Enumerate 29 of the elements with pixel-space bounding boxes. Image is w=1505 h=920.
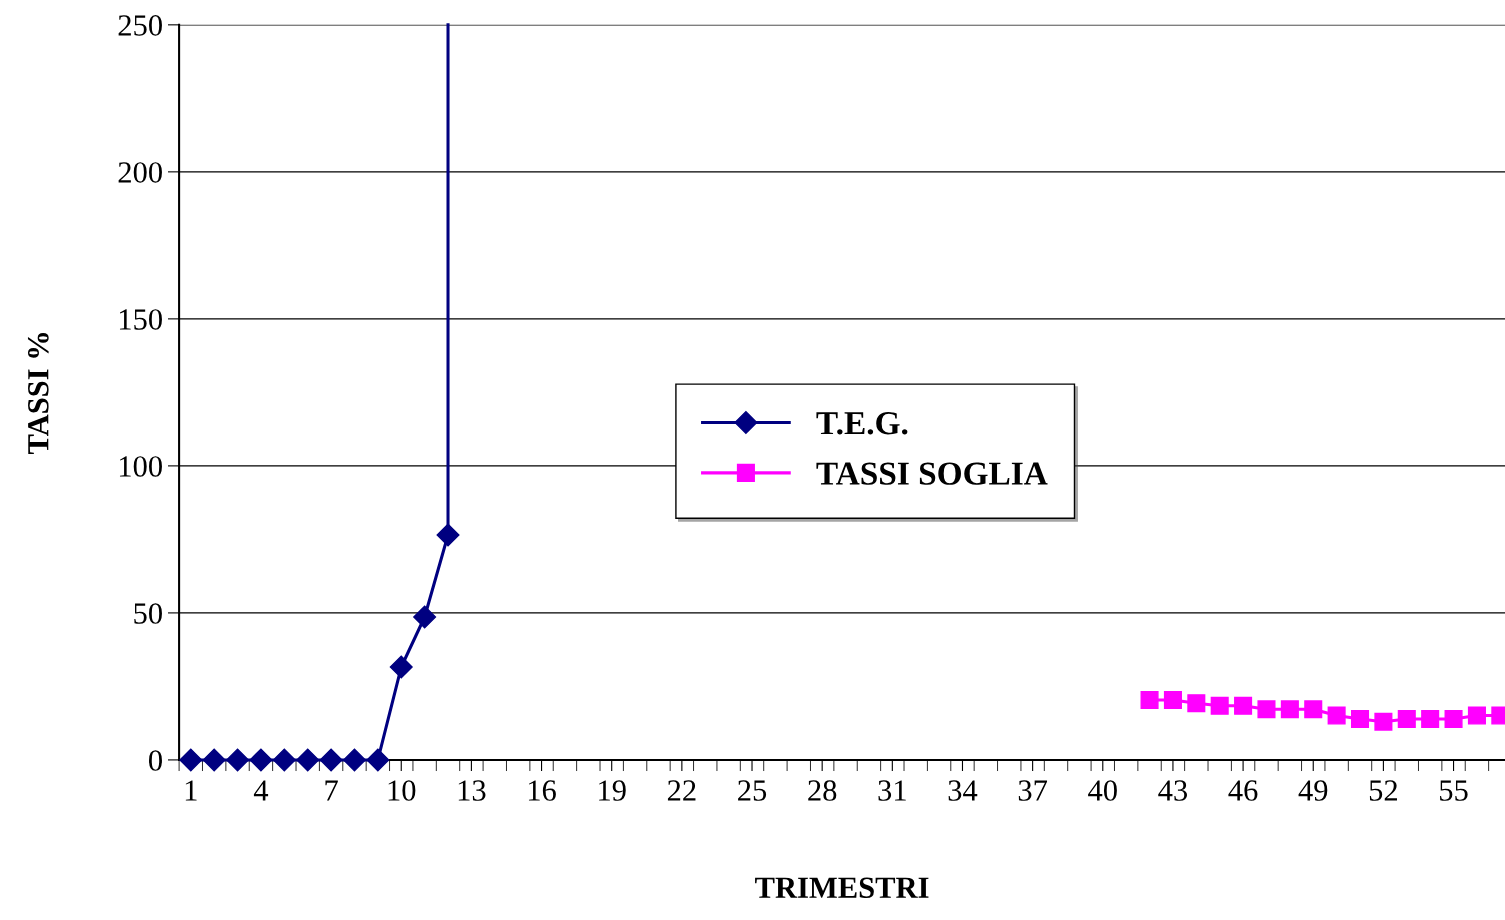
x-tick-label: 4 [253,780,269,801]
y-tick-label: 0 [149,750,162,771]
x-axis-title: TRIMESTRI [755,877,929,899]
x-tick-label: 40 [1088,780,1117,801]
x-tick-label: 55 [1440,780,1468,801]
x-tick-label: 31 [878,780,906,801]
y-tick-label: 50 [134,603,162,624]
y-tick-label: 150 [119,309,162,330]
x-tick-label: 49 [1298,780,1328,801]
x-tick-label: 19 [599,780,626,801]
x-tick-label: 25 [738,780,767,801]
y-tick-label: 100 [119,456,162,477]
x-tick-label: 1 [185,780,197,801]
legend-label: T.E.G. [816,412,908,435]
x-tick-label: 10 [388,780,416,801]
y-tick-label: 200 [118,162,162,183]
x-tick-label: 34 [948,780,978,801]
x-tick-label: 7 [325,780,338,801]
x-tick-label: 28 [808,780,837,801]
x-tick-label: 22 [667,780,696,801]
x-tick-label: 43 [1158,780,1188,801]
y-tick-label: 250 [118,15,162,36]
x-tick-label: 13 [458,780,486,801]
x-tick-label: 16 [528,780,556,801]
x-tick-label: 46 [1228,780,1258,801]
legend-label: TASSI SOGLIA [816,462,1048,485]
x-tick-label: 37 [1018,780,1048,801]
x-tick-label: 52 [1369,780,1397,801]
y-axis-title: TASSI % [27,333,49,455]
